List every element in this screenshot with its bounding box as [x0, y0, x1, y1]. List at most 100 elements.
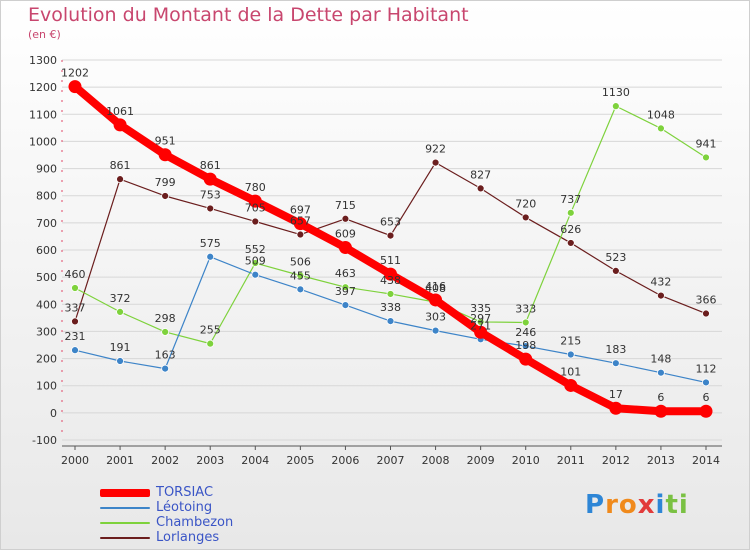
data-point-chambezon: [386, 290, 395, 298]
data-label-lorlanges: 432: [650, 276, 671, 289]
data-label-chambezon: 438: [380, 274, 401, 287]
data-label-l-otoing: 163: [155, 349, 176, 362]
y-tick-label: 1100: [29, 108, 57, 121]
data-point-torsiac: [113, 118, 127, 132]
data-label-chambezon: 552: [245, 243, 266, 256]
data-label-torsiac: 861: [200, 159, 221, 172]
y-tick-label: 400: [36, 298, 57, 311]
x-tick-label: 2014: [692, 454, 720, 467]
data-label-torsiac: 780: [245, 181, 266, 194]
data-label-lorlanges: 753: [200, 188, 221, 201]
data-point-l-otoing: [296, 285, 305, 294]
data-label-chambezon: 333: [515, 302, 536, 315]
chart-title: Evolution du Montant de la Dette par Hab…: [28, 4, 469, 26]
y-tick-label: 900: [36, 163, 57, 176]
data-point-l-otoing: [386, 317, 395, 326]
data-label-torsiac: 6: [657, 391, 664, 404]
legend-item-torsiac: TORSIAC: [100, 485, 300, 500]
y-tick-label: 800: [36, 190, 57, 203]
y-tick-label: 200: [36, 353, 57, 366]
x-tick-label: 2009: [467, 454, 495, 467]
data-point-lorlanges: [386, 231, 395, 240]
data-label-lorlanges: 827: [470, 168, 491, 181]
data-label-l-otoing: 112: [696, 362, 717, 375]
legend-label-lorlanges: Lorlanges: [156, 530, 220, 545]
data-point-l-otoing: [206, 252, 215, 261]
data-point-torsiac: [293, 217, 307, 231]
legend-swatch-chambezon: [100, 522, 150, 524]
data-label-chambezon: 1130: [602, 86, 630, 99]
data-point-lorlanges: [251, 217, 260, 226]
data-label-lorlanges: 657: [290, 215, 311, 228]
data-point-torsiac: [474, 325, 488, 339]
data-label-chambezon: 506: [290, 256, 311, 269]
data-point-lorlanges: [296, 230, 305, 239]
x-tick-label: 2004: [241, 454, 269, 467]
y-tick-label: 0: [50, 407, 57, 420]
data-point-l-otoing: [702, 378, 710, 387]
data-point-chambezon: [566, 208, 575, 217]
data-label-torsiac: 1202: [61, 67, 89, 80]
x-tick-label: 2006: [331, 454, 359, 467]
data-label-chambezon: 460: [65, 268, 86, 281]
data-label-torsiac: 1061: [106, 105, 134, 118]
data-point-l-otoing: [566, 350, 575, 359]
y-tick-label: 300: [36, 325, 57, 338]
data-label-l-otoing: 191: [110, 341, 131, 354]
unit-label: (en €): [28, 28, 61, 41]
logo-letter: x: [637, 490, 656, 520]
data-label-lorlanges: 799: [155, 176, 176, 189]
logo-letter: t: [665, 490, 679, 520]
y-tick-label: 1000: [29, 135, 57, 148]
proxiti-logo: Proxiti: [585, 490, 689, 520]
data-label-l-otoing: 246: [515, 326, 536, 339]
data-point-lorlanges: [521, 213, 530, 222]
data-label-lorlanges: 366: [696, 294, 717, 307]
data-point-chambezon: [251, 259, 260, 267]
x-tick-label: 2001: [106, 454, 134, 467]
data-label-chambezon: 298: [155, 312, 176, 325]
legend-label-chambezon: Chambezon: [156, 515, 234, 530]
y-tick-label: 500: [36, 271, 57, 284]
data-point-chambezon: [657, 124, 665, 133]
data-label-torsiac: 609: [335, 228, 356, 241]
x-tick-label: 2005: [286, 454, 314, 467]
data-point-torsiac: [699, 404, 713, 418]
data-point-torsiac: [338, 241, 352, 255]
data-label-chambezon: 372: [110, 292, 131, 305]
data-label-lorlanges: 922: [425, 143, 446, 156]
data-point-torsiac: [384, 267, 397, 281]
data-label-chambezon: 408: [425, 282, 446, 295]
data-point-chambezon: [611, 102, 620, 111]
data-label-chambezon: 1048: [647, 108, 675, 121]
legend-swatch-torsiac: [100, 489, 150, 497]
y-tick-label: 600: [36, 244, 57, 257]
data-label-lorlanges: 653: [380, 216, 401, 229]
data-label-torsiac: 17: [609, 388, 623, 401]
data-point-lorlanges: [476, 184, 485, 193]
x-tick-label: 2000: [61, 454, 89, 467]
logo-letter: r: [605, 490, 619, 520]
data-label-lorlanges: 626: [560, 223, 581, 236]
data-point-l-otoing: [116, 357, 124, 365]
data-point-l-otoing: [161, 364, 170, 373]
data-point-lorlanges: [206, 204, 215, 213]
data-point-torsiac: [654, 404, 668, 418]
data-point-lorlanges: [71, 317, 79, 326]
data-label-torsiac: 6: [703, 391, 710, 404]
data-point-lorlanges: [431, 158, 440, 167]
data-label-torsiac: 297: [470, 312, 491, 325]
data-point-lorlanges: [611, 266, 620, 275]
data-point-lorlanges: [566, 239, 575, 247]
logo-letter: o: [618, 490, 638, 520]
data-point-l-otoing: [431, 326, 440, 335]
legend: TORSIAC Léotoing Chambezon Lorlanges: [100, 485, 300, 545]
legend-swatch-lorlanges: [100, 537, 150, 539]
x-tick-label: 2002: [151, 454, 179, 467]
data-label-lorlanges: 720: [515, 197, 536, 210]
data-point-torsiac: [519, 352, 533, 366]
data-label-chambezon: 463: [335, 267, 356, 280]
data-point-chambezon: [161, 328, 170, 336]
logo-letter: P: [585, 490, 606, 520]
